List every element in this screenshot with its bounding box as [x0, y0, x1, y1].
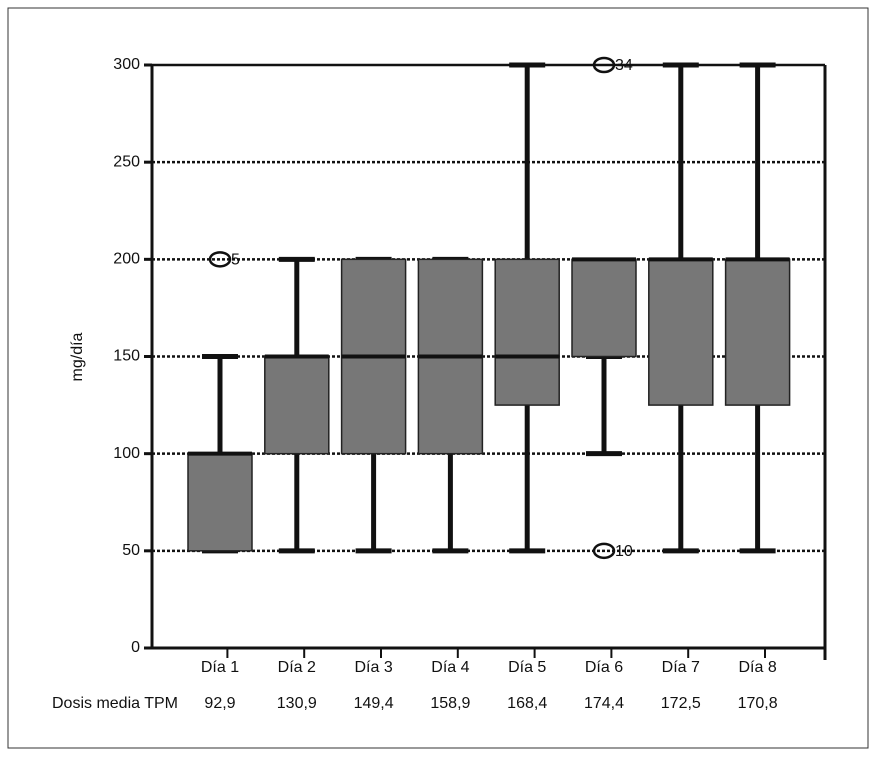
- outlier-label: 34: [615, 57, 633, 74]
- y-tick-label: 250: [113, 153, 140, 170]
- x-tick-label: Día 2: [278, 659, 316, 676]
- dose-row-label: Dosis media TPM: [52, 695, 178, 712]
- frame: [7, 7, 869, 749]
- dose-value: 172,5: [661, 695, 701, 712]
- x-tick-label: Día 5: [508, 659, 546, 676]
- outlier: [592, 56, 616, 74]
- x-tick-label: Día 4: [431, 659, 469, 676]
- box: [494, 258, 560, 406]
- y-tick-label: 100: [113, 445, 140, 462]
- outlier: [592, 542, 616, 560]
- y-tick-label: 300: [113, 56, 140, 73]
- x-tick-label: Día 7: [662, 659, 700, 676]
- box: [264, 355, 330, 455]
- box: [648, 258, 714, 406]
- x-tick-label: Día 8: [738, 659, 776, 676]
- outlier: [208, 251, 232, 268]
- dose-value: 174,4: [584, 695, 624, 712]
- outlier-label: 10: [615, 543, 633, 560]
- box: [187, 452, 253, 552]
- x-tick-label: Día 3: [354, 659, 392, 676]
- dose-value: 168,4: [507, 695, 547, 712]
- y-tick-label: 0: [131, 639, 140, 656]
- dose-value: 130,9: [277, 695, 317, 712]
- box: [724, 258, 791, 406]
- x-tick-label: Día 6: [585, 659, 623, 676]
- y-axis-label: mg/día: [69, 332, 86, 381]
- dose-value: 149,4: [354, 695, 394, 712]
- dose-value: 158,9: [430, 695, 470, 712]
- y-tick-label: 150: [113, 348, 140, 365]
- y-tick-label: 50: [122, 542, 140, 559]
- box: [571, 258, 637, 358]
- dose-value: 92,9: [204, 695, 235, 712]
- dose-value: 170,8: [738, 695, 778, 712]
- x-tick-label: Día 1: [201, 659, 239, 676]
- y-tick-label: 200: [113, 251, 140, 268]
- outlier-label: 5: [231, 252, 240, 269]
